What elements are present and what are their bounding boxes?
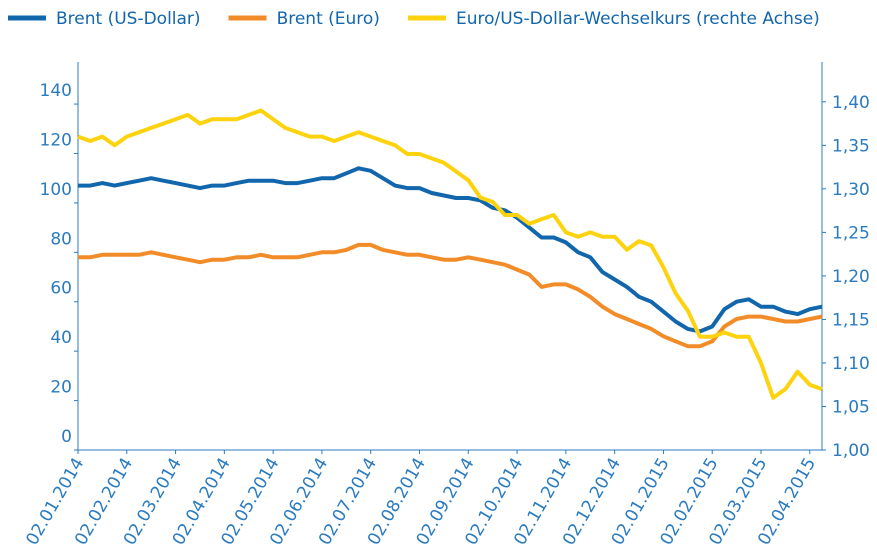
- y2-tick-label: 1,40: [832, 93, 870, 113]
- y2-tick-label: 1,20: [832, 267, 870, 287]
- y-tick-label: 140: [40, 81, 72, 101]
- y2-tick-label: 1,00: [832, 441, 870, 461]
- y-tick-label: 120: [40, 130, 72, 150]
- y-tick-label: 0: [61, 427, 72, 447]
- y-tick-label: 20: [50, 378, 72, 398]
- legend-label: Brent (Euro): [277, 9, 380, 29]
- y-tick-label: 60: [50, 279, 72, 299]
- y2-tick-label: 1,35: [832, 136, 870, 156]
- legend-label: Euro/US-Dollar-Wechselkurs (rechte Achse…: [456, 9, 820, 29]
- y-tick-label: 80: [50, 229, 72, 249]
- legend-label: Brent (US-Dollar): [56, 9, 201, 29]
- y2-tick-label: 1,30: [832, 180, 870, 200]
- series-line: [77, 108, 823, 400]
- y2-tick-label: 1,15: [832, 310, 870, 330]
- y-tick-label: 100: [40, 180, 72, 200]
- y2-tick-label: 1,10: [832, 354, 870, 374]
- y-tick-label: 40: [50, 328, 72, 348]
- series-line: [78, 242, 823, 349]
- series-line: [78, 166, 823, 334]
- y2-tick-label: 1,05: [832, 397, 870, 417]
- y2-tick-label: 1,25: [832, 223, 870, 243]
